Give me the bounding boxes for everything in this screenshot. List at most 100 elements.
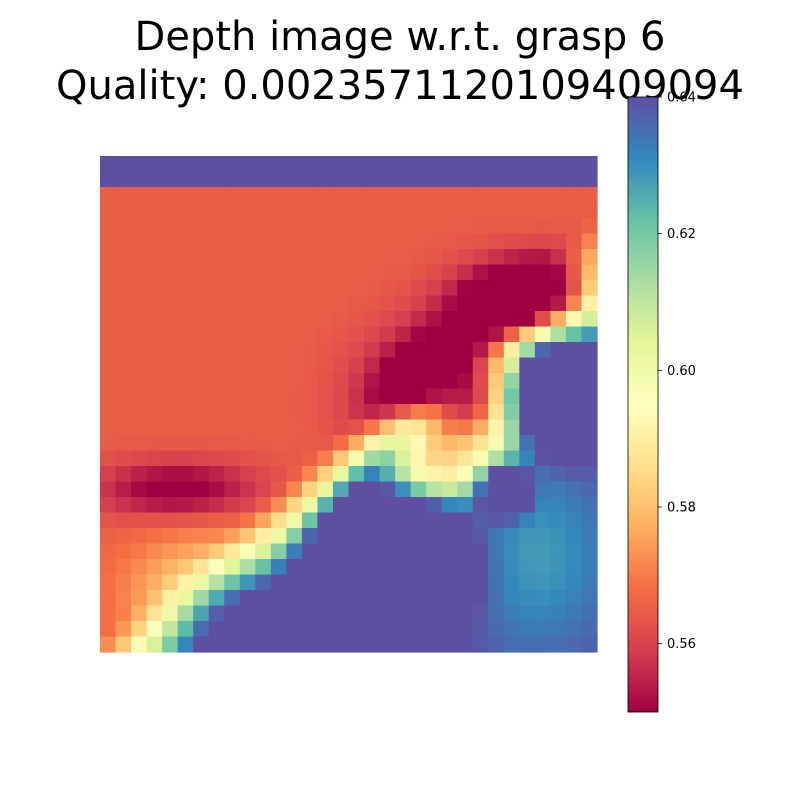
heatmap-cell [395,466,412,483]
heatmap-cell [379,419,396,436]
heatmap-cell [364,218,381,235]
heatmap-cell [270,233,287,250]
heatmap-cell [395,373,412,390]
heatmap-cell [177,605,194,622]
heatmap-cell [348,466,365,483]
heatmap-cell [255,264,272,281]
heatmap-cell [426,373,443,390]
heatmap-cell [208,435,225,452]
heatmap-cell [224,543,241,560]
heatmap-cell [270,450,287,467]
heatmap-cell [177,326,194,343]
heatmap-cell [208,512,225,529]
heatmap-cell [519,543,536,560]
heatmap-cell [146,559,163,576]
heatmap-cell [395,419,412,436]
heatmap-cell [379,311,396,328]
heatmap-cell [395,295,412,312]
heatmap-cell [255,404,272,421]
heatmap-cell [348,497,365,514]
heatmap-cell [270,404,287,421]
heatmap-cell [100,450,117,467]
heatmap-cell [255,512,272,529]
heatmap-cell [177,481,194,498]
heatmap-cell [472,590,489,607]
heatmap-cell [270,435,287,452]
heatmap-cell [224,326,241,343]
heatmap-cell [379,156,396,173]
heatmap-cell [301,497,319,514]
heatmap-cell [270,528,287,545]
heatmap-cell [146,605,163,622]
heatmap-cell [472,342,489,359]
heatmap-cell [472,450,489,467]
heatmap-cell [550,388,567,405]
heatmap-cell [332,264,350,281]
heatmap-cell [565,280,583,297]
heatmap-cell [100,295,117,312]
heatmap-cell [348,357,365,374]
heatmap-cell [457,326,474,343]
heatmap-cell [146,342,163,359]
heatmap-cell [364,512,381,529]
heatmap-cell [115,326,132,343]
colorbar-tick-label: 0.58 [667,501,696,516]
heatmap-cell [550,295,567,312]
heatmap-cell [395,357,412,374]
heatmap-cell [146,295,163,312]
heatmap-cell [410,280,427,297]
heatmap-cell [115,249,132,266]
heatmap-cell [565,311,583,328]
heatmap-cell [410,326,427,343]
heatmap-cell [395,249,412,266]
heatmap-cell [146,404,163,421]
heatmap-cell [503,404,520,421]
heatmap-cell [519,357,536,374]
heatmap-cell [301,373,319,390]
heatmap-cell [581,419,598,436]
heatmap-cell [286,295,303,312]
heatmap-cell [239,497,256,514]
heatmap-cell [332,466,350,483]
heatmap-cell [565,187,583,204]
heatmap-cell [115,280,132,297]
heatmap-cell [193,450,210,467]
heatmap-cell [193,512,210,529]
heatmap-cell [534,590,552,607]
heatmap-cell [131,249,148,266]
heatmap-cell [270,590,287,607]
heatmap-cell [332,187,350,204]
heatmap-cell [534,512,552,529]
heatmap-cell [162,621,179,638]
heatmap-cell [301,202,319,219]
heatmap-cell [239,543,256,560]
heatmap-cell [177,590,194,607]
heatmap-cell [100,326,117,343]
heatmap-cell [379,621,396,638]
heatmap-cell [224,605,241,622]
heatmap-cell [332,559,350,576]
heatmap-cell [426,187,443,204]
heatmap-cell [193,419,210,436]
heatmap-cell [348,450,365,467]
heatmap-cell [115,388,132,405]
heatmap-cell [255,218,272,235]
heatmap-cell [115,295,132,312]
heatmap-cell [162,419,179,436]
heatmap-cell [581,605,598,622]
heatmap-cell [115,264,132,281]
heatmap-cell [565,497,583,514]
heatmap-cell [488,543,505,560]
heatmap-cell [286,233,303,250]
heatmap-cell [208,605,225,622]
heatmap-cell [379,435,396,452]
heatmap-cell [534,574,552,591]
heatmap-cell [364,404,381,421]
heatmap-cell [565,233,583,250]
heatmap-cell [348,590,365,607]
heatmap-cell [457,295,474,312]
heatmap-cell [348,311,365,328]
heatmap-cell [364,559,381,576]
heatmap-cell [379,636,396,653]
heatmap-cell [472,512,489,529]
